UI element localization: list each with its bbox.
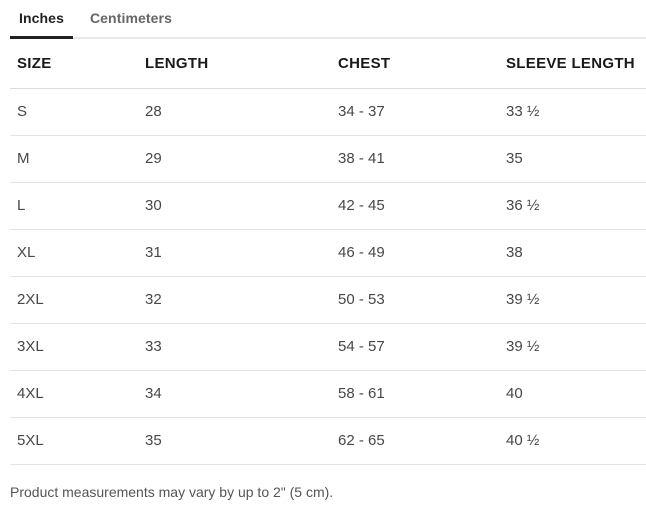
length-cell: 28	[138, 88, 331, 136]
chest-cell: 42 - 45	[331, 182, 499, 230]
sleeve-cell: 39 ½	[499, 323, 646, 371]
length-cell: 31	[138, 229, 331, 277]
size-cell: 2XL	[10, 276, 138, 324]
tab-centimeters[interactable]: Centimeters	[89, 10, 172, 26]
table-header-row: SIZE LENGTH CHEST SLEEVE LENGTH	[10, 39, 646, 89]
chest-cell: 46 - 49	[331, 229, 499, 277]
header-length: LENGTH	[138, 39, 331, 89]
table-row: 3XL 33 54 - 57 39 ½	[10, 323, 646, 371]
length-cell: 30	[138, 182, 331, 230]
size-cell: 3XL	[10, 323, 138, 371]
sleeve-cell: 36 ½	[499, 182, 646, 230]
chest-cell: 58 - 61	[331, 370, 499, 418]
sleeve-cell: 40 ½	[499, 417, 646, 465]
sleeve-cell: 35	[499, 135, 646, 183]
chest-cell: 50 - 53	[331, 276, 499, 324]
unit-tabs: Inches Centimeters	[10, 0, 646, 39]
header-sleeve-length: SLEEVE LENGTH	[499, 39, 646, 89]
sleeve-cell: 39 ½	[499, 276, 646, 324]
length-cell: 34	[138, 370, 331, 418]
measurement-disclaimer: Product measurements may vary by up to 2…	[10, 483, 334, 500]
table-row: M 29 38 - 41 35	[10, 135, 646, 183]
size-table-container: SIZE LENGTH CHEST SLEEVE LENGTH S 28 34 …	[10, 39, 646, 465]
chest-cell: 38 - 41	[331, 135, 499, 183]
size-cell: M	[10, 135, 138, 183]
chest-cell: 34 - 37	[331, 88, 499, 136]
tab-inches[interactable]: Inches	[10, 0, 73, 39]
sleeve-cell: 38	[499, 229, 646, 277]
length-cell: 29	[138, 135, 331, 183]
size-cell: XL	[10, 229, 138, 277]
size-cell: 5XL	[10, 417, 138, 465]
sleeve-cell: 40	[499, 370, 646, 418]
chest-cell: 54 - 57	[331, 323, 499, 371]
length-cell: 33	[138, 323, 331, 371]
size-table: SIZE LENGTH CHEST SLEEVE LENGTH S 28 34 …	[10, 39, 646, 465]
sleeve-cell: 33 ½	[499, 88, 646, 136]
table-row: L 30 42 - 45 36 ½	[10, 182, 646, 230]
table-row: 2XL 32 50 - 53 39 ½	[10, 276, 646, 324]
table-row: S 28 34 - 37 33 ½	[10, 88, 646, 136]
table-row: 5XL 35 62 - 65 40 ½	[10, 417, 646, 465]
length-cell: 35	[138, 417, 331, 465]
length-cell: 32	[138, 276, 331, 324]
header-size: SIZE	[10, 39, 138, 89]
chest-cell: 62 - 65	[331, 417, 499, 465]
size-cell: S	[10, 88, 138, 136]
header-chest: CHEST	[331, 39, 499, 89]
size-cell: 4XL	[10, 370, 138, 418]
table-row: 4XL 34 58 - 61 40	[10, 370, 646, 418]
table-row: XL 31 46 - 49 38	[10, 229, 646, 277]
size-cell: L	[10, 182, 138, 230]
